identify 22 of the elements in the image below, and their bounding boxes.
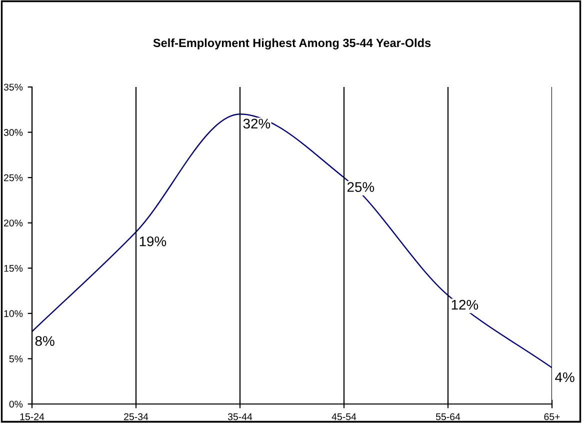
data-label: 19% bbox=[140, 236, 166, 246]
data-label: 8% bbox=[35, 336, 54, 346]
y-tick-label: 35% bbox=[4, 84, 23, 91]
x-tick-label: 65+ bbox=[544, 413, 560, 420]
chart-title: Self-Employment Highest Among 35-44 Year-Olds bbox=[153, 38, 431, 50]
x-tick-label: 25-34 bbox=[124, 413, 148, 420]
data-label: 32% bbox=[243, 118, 270, 129]
data-label: 4% bbox=[555, 372, 574, 382]
y-tick-label: 10% bbox=[4, 310, 23, 318]
data-label: 12% bbox=[452, 300, 478, 310]
y-tick-label: 0% bbox=[9, 400, 23, 408]
y-tick-label: 30% bbox=[4, 129, 23, 136]
x-tick-label: 55-64 bbox=[436, 413, 460, 420]
y-tick-label: 5% bbox=[9, 355, 23, 362]
x-tick-label: 45-54 bbox=[332, 413, 356, 420]
x-tick-label: 35-44 bbox=[228, 413, 252, 420]
y-tick-label: 25% bbox=[4, 174, 23, 182]
x-tick-label: 15-24 bbox=[20, 413, 44, 420]
y-tick-label: 20% bbox=[4, 220, 23, 226]
line-series bbox=[32, 114, 552, 368]
data-label: 25% bbox=[347, 182, 374, 192]
y-tick-label: 15% bbox=[4, 264, 23, 272]
